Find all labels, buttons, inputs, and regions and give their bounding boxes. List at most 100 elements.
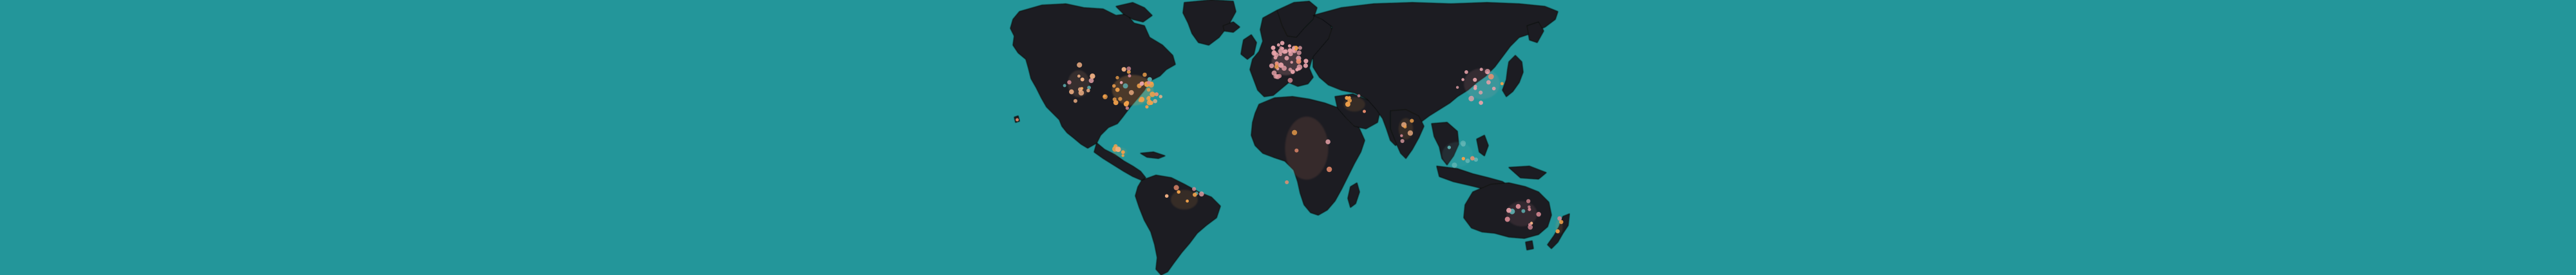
location-marker[interactable]: [1128, 90, 1134, 95]
location-marker[interactable]: [1280, 41, 1285, 46]
location-marker[interactable]: [1528, 205, 1531, 209]
location-marker[interactable]: [1086, 88, 1090, 93]
location-marker[interactable]: [1293, 46, 1298, 51]
location-marker[interactable]: [1407, 130, 1414, 136]
location-marker[interactable]: [1290, 61, 1293, 64]
land-madagascar[interactable]: [1347, 182, 1360, 208]
location-marker[interactable]: [1115, 75, 1119, 80]
location-marker[interactable]: [1479, 90, 1483, 95]
location-marker[interactable]: [1345, 96, 1349, 100]
location-marker[interactable]: [1484, 69, 1490, 75]
location-marker[interactable]: [1284, 55, 1289, 61]
location-marker[interactable]: [1292, 49, 1296, 53]
location-marker[interactable]: [1479, 68, 1483, 71]
location-marker[interactable]: [1277, 73, 1282, 79]
location-marker[interactable]: [1287, 44, 1291, 48]
location-marker[interactable]: [1452, 162, 1457, 168]
location-marker[interactable]: [1125, 106, 1130, 110]
location-marker[interactable]: [1077, 87, 1083, 92]
location-marker[interactable]: [1303, 63, 1308, 68]
world-map-frame[interactable]: [1007, 0, 1570, 275]
location-marker[interactable]: [1278, 62, 1284, 68]
location-marker[interactable]: [1121, 154, 1124, 157]
location-marker[interactable]: [1464, 70, 1468, 74]
location-marker[interactable]: [1347, 98, 1352, 103]
location-marker[interactable]: [1119, 81, 1123, 84]
location-marker[interactable]: [1150, 81, 1154, 85]
marker-cluster-southeast-asia[interactable]: [1442, 140, 1479, 168]
location-marker[interactable]: [1112, 84, 1116, 88]
location-marker[interactable]: [1536, 212, 1541, 217]
world-map[interactable]: [1007, 0, 1570, 275]
location-marker[interactable]: [1016, 118, 1019, 122]
location-marker[interactable]: [1069, 89, 1074, 95]
location-marker[interactable]: [1088, 78, 1094, 83]
location-marker[interactable]: [1486, 80, 1491, 85]
location-marker[interactable]: [1126, 66, 1132, 71]
location-marker[interactable]: [1410, 119, 1414, 123]
location-marker[interactable]: [1115, 88, 1120, 92]
marker-cluster-europe[interactable]: [1269, 41, 1309, 83]
location-marker[interactable]: [1273, 74, 1278, 79]
location-marker[interactable]: [1325, 139, 1331, 144]
location-marker[interactable]: [1479, 100, 1483, 105]
land-greenland[interactable]: [1182, 0, 1236, 46]
location-marker[interactable]: [1276, 43, 1280, 47]
marker-cluster-middle-east[interactable]: [1343, 94, 1366, 113]
land-japan[interactable]: [1502, 55, 1524, 97]
location-marker[interactable]: [1067, 80, 1072, 85]
location-marker[interactable]: [1153, 99, 1157, 104]
location-marker[interactable]: [1528, 223, 1531, 227]
location-marker[interactable]: [1515, 204, 1521, 209]
location-marker[interactable]: [1473, 84, 1477, 88]
location-marker[interactable]: [1124, 100, 1130, 105]
location-marker[interactable]: [1357, 94, 1361, 98]
location-marker[interactable]: [1198, 191, 1204, 197]
location-marker[interactable]: [1192, 187, 1197, 191]
location-marker[interactable]: [1506, 207, 1511, 213]
location-marker[interactable]: [1139, 81, 1144, 86]
location-marker[interactable]: [1287, 77, 1293, 83]
location-marker[interactable]: [1461, 78, 1464, 81]
land-south-america[interactable]: [1135, 175, 1221, 275]
marker-cluster-africa[interactable]: [1285, 117, 1332, 184]
location-marker[interactable]: [1500, 82, 1504, 86]
location-marker[interactable]: [1103, 94, 1106, 98]
location-marker[interactable]: [1146, 88, 1151, 92]
location-marker[interactable]: [1274, 64, 1279, 69]
location-marker[interactable]: [1488, 73, 1494, 80]
marker-cluster-north-america-west[interactable]: [1063, 62, 1095, 103]
location-marker[interactable]: [1296, 50, 1302, 55]
location-marker[interactable]: [1298, 46, 1302, 50]
location-marker[interactable]: [1447, 146, 1451, 149]
location-marker[interactable]: [1559, 220, 1564, 224]
location-marker[interactable]: [1122, 83, 1128, 89]
location-marker[interactable]: [1128, 74, 1132, 78]
location-marker[interactable]: [1186, 199, 1189, 203]
location-marker[interactable]: [1146, 100, 1152, 106]
location-marker[interactable]: [1504, 216, 1510, 222]
location-marker[interactable]: [1296, 64, 1303, 70]
location-marker[interactable]: [1177, 190, 1180, 194]
location-marker[interactable]: [1526, 199, 1531, 204]
location-marker[interactable]: [1077, 74, 1081, 78]
location-marker[interactable]: [1470, 156, 1475, 161]
location-marker[interactable]: [1288, 50, 1292, 53]
location-marker[interactable]: [1555, 229, 1560, 234]
location-marker[interactable]: [1080, 77, 1084, 82]
location-marker[interactable]: [1118, 97, 1122, 101]
location-marker[interactable]: [1087, 86, 1091, 90]
location-marker[interactable]: [1303, 59, 1309, 64]
location-marker[interactable]: [1154, 92, 1159, 97]
location-marker[interactable]: [1147, 77, 1152, 82]
location-marker[interactable]: [1345, 101, 1350, 107]
location-marker[interactable]: [1403, 125, 1407, 129]
location-marker[interactable]: [1278, 52, 1282, 57]
location-marker[interactable]: [1173, 185, 1179, 191]
location-marker[interactable]: [1292, 129, 1298, 135]
location-marker[interactable]: [1521, 209, 1526, 213]
marker-cluster-south-america[interactable]: [1164, 185, 1204, 210]
location-marker[interactable]: [1115, 146, 1121, 152]
location-marker[interactable]: [1278, 48, 1283, 54]
location-marker[interactable]: [1461, 142, 1466, 147]
